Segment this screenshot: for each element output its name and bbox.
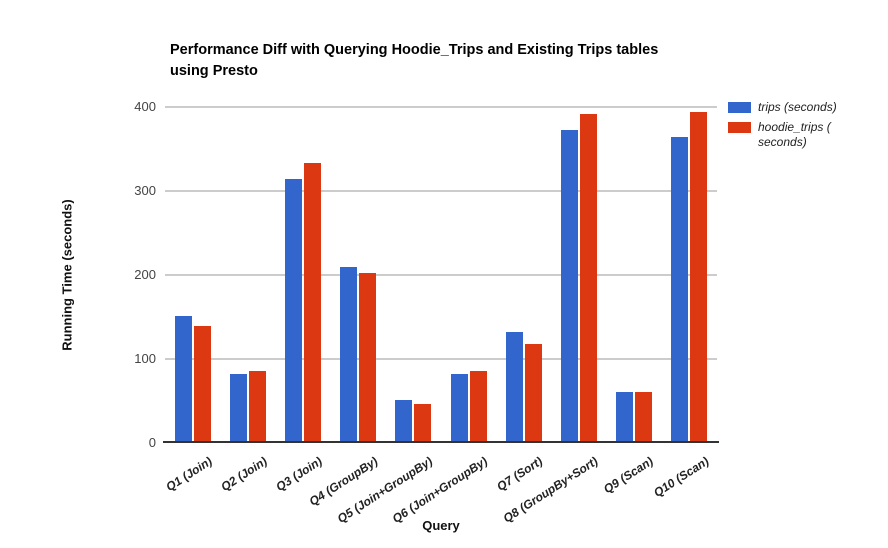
x-axis-label: Q3 (Join) (273, 454, 325, 495)
x-axis-label: Q9 (Scan) (601, 454, 656, 497)
gridline (165, 274, 717, 276)
legend-label: hoodie_trips ( seconds) (758, 120, 831, 149)
bar-group (165, 107, 220, 442)
x-axis-label: Q10 (Scan) (650, 454, 712, 500)
bar[interactable] (285, 179, 302, 442)
legend-label: trips (seconds) (758, 100, 837, 114)
bar[interactable] (561, 130, 579, 442)
bar[interactable] (304, 163, 321, 442)
bar-group (607, 107, 662, 442)
chart-title-line1: Performance Diff with Querying Hoodie_Tr… (170, 42, 659, 58)
bar-group (275, 107, 330, 442)
bar[interactable] (229, 374, 247, 442)
bar[interactable] (505, 332, 523, 442)
bar-group (441, 107, 496, 442)
y-tick-label: 300 (134, 183, 156, 198)
chart-title-line2: using Presto (170, 63, 258, 79)
y-tick-label: 0 (148, 435, 156, 450)
bar-group (662, 107, 717, 442)
chart-legend: trips (seconds) hoodie_trips ( seconds) (728, 100, 878, 150)
bar-group (331, 107, 386, 442)
x-axis-label: Q8 (GroupBy+Sort) (501, 454, 601, 526)
bar[interactable] (174, 316, 192, 442)
x-axis-label: Q1 (Join) (162, 454, 215, 495)
bar[interactable] (340, 267, 358, 442)
y-tick-label: 200 (134, 267, 156, 282)
x-axis-label: Q2 (Join) (218, 454, 270, 495)
x-axis-label: Q6 (Join+GroupBy) (390, 454, 491, 526)
bar[interactable] (414, 404, 432, 442)
gridline (165, 358, 717, 360)
bar[interactable] (193, 326, 211, 442)
gridline (165, 106, 717, 108)
bar[interactable] (690, 111, 708, 442)
bar-group (496, 107, 551, 442)
legend-swatch (728, 102, 751, 113)
bar-group (551, 107, 606, 442)
chart-title: Performance Diff with Querying Hoodie_Tr… (170, 40, 730, 82)
bar[interactable] (635, 392, 653, 442)
bar-series-area (165, 107, 717, 442)
plot-area (165, 106, 717, 443)
x-axis-label: Q5 (Join+GroupBy) (334, 454, 436, 526)
legend-item[interactable]: hoodie_trips ( seconds) (728, 120, 878, 150)
bar[interactable] (359, 273, 377, 442)
bar[interactable] (450, 374, 468, 442)
bar[interactable] (524, 343, 542, 442)
x-axis-title: Query (422, 518, 460, 533)
gridline (165, 190, 717, 192)
y-tick-label: 400 (134, 99, 156, 114)
y-axis-tick-labels: 0 100 200 300 400 (118, 99, 156, 450)
bar[interactable] (395, 400, 413, 442)
bar[interactable] (469, 370, 487, 442)
x-axis-line (163, 441, 719, 443)
x-axis-label: Q7 (Sort) (494, 454, 546, 494)
x-axis-labels: Q1 (Join) Q2 (Join) Q3 (Join) Q4 (GroupBy) Q… (162, 446, 717, 526)
legend-swatch (728, 122, 751, 133)
bar-group (220, 107, 275, 442)
bar[interactable] (248, 371, 266, 442)
bar[interactable] (616, 391, 634, 442)
legend-item[interactable]: trips (seconds) (728, 100, 878, 115)
bar[interactable] (671, 137, 689, 442)
y-axis-title: Running Time (seconds) (59, 199, 75, 351)
y-tick-label: 100 (134, 351, 156, 366)
bar-group (386, 107, 441, 442)
bar[interactable] (580, 114, 598, 442)
